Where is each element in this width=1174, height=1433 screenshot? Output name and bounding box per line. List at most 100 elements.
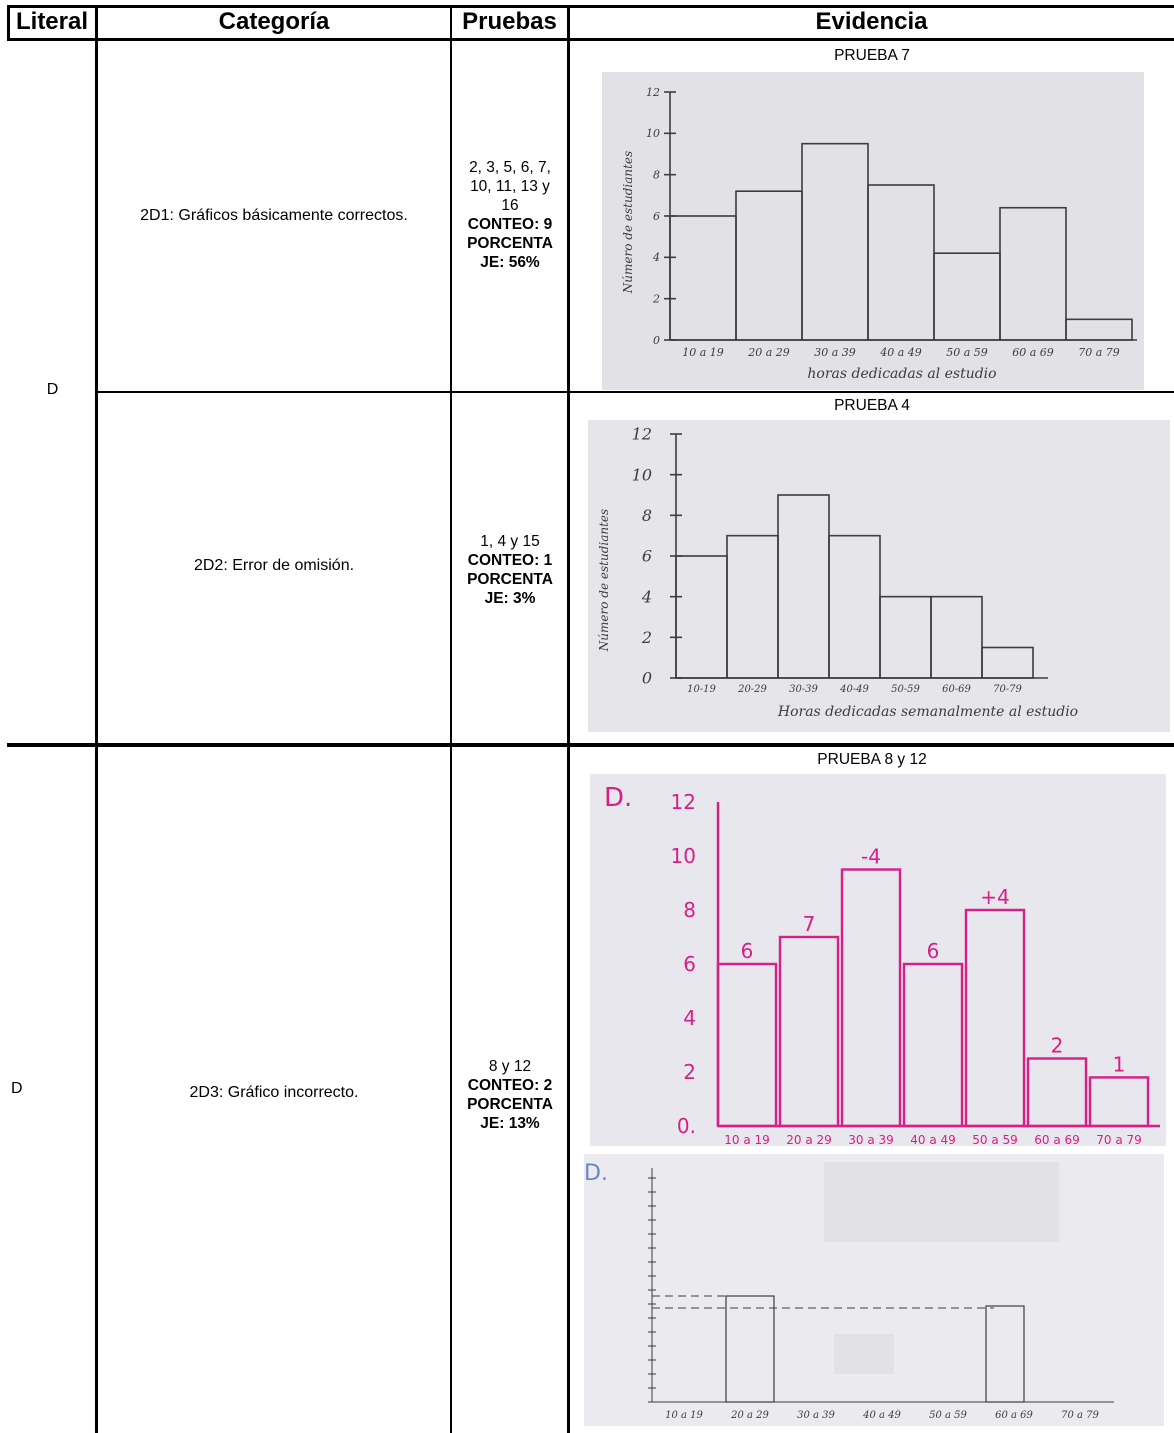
x-tick-label: 20 a 29: [786, 1133, 832, 1146]
y-tick-label: 2: [641, 628, 652, 647]
y-tick-label: 10: [671, 844, 696, 868]
evidence-title-row2: PRUEBA 4: [834, 397, 910, 414]
y-tick-label: 0.: [677, 1114, 696, 1138]
histogram-bar: [675, 555, 728, 679]
group-divider: [7, 743, 1174, 747]
evidence-photo-prueba-7: 0 2 4 6 8 10 12 10 a 19 20 a 29 30 a 39 40 a 49 50…: [602, 72, 1144, 390]
histogram-bar: [879, 595, 932, 679]
header-pruebas: Pruebas: [462, 8, 557, 35]
header-categoria: Categoría: [218, 8, 330, 35]
x-tick-label: 10 a 19: [665, 1410, 703, 1421]
y-tick-label: 4: [652, 251, 660, 264]
x-tick-label: 10 a 19: [724, 1133, 770, 1146]
evidence-title-row3: PRUEBA 8 y 12: [817, 751, 927, 768]
histogram-bar: [840, 868, 902, 1128]
x-tick-label: 20 a 29: [747, 346, 790, 359]
conteo: CONTEO: 9: [467, 216, 553, 233]
histogram-bar: [828, 534, 881, 679]
histogram-bar: [933, 252, 1001, 341]
y-tick-label: 8: [642, 506, 652, 525]
x-tick-label: 20 a 29: [730, 1410, 769, 1421]
y-tick-label: 2: [652, 293, 660, 306]
x-tick-label: 30 a 39: [814, 346, 856, 359]
x-tick-label: 10 a 19: [682, 346, 724, 359]
bar-annotation: 2: [1051, 1034, 1064, 1058]
histogram-bar: [735, 190, 803, 341]
categoria-row2: 2D2: Error de omisión.: [193, 557, 355, 574]
porcentaje-line-a: PORCENTA: [467, 571, 553, 588]
x-tick-label: 30 a 39: [797, 1410, 835, 1421]
pruebas-list-line: 16: [501, 197, 519, 214]
y-tick-label: 10: [632, 465, 652, 484]
y-tick-label: 6: [642, 547, 652, 566]
literal-cell-group1: D: [46, 381, 59, 398]
col-divider-2: [450, 5, 452, 1433]
conteo: CONTEO: 2: [467, 1077, 553, 1094]
histogram-bar: [801, 142, 869, 341]
y-tick-label: 6: [653, 210, 660, 223]
x-tick-label: 30 a 39: [848, 1133, 894, 1146]
header-bottom-border: [7, 38, 1174, 41]
x-tick-label: 70-79: [993, 684, 1022, 695]
histogram-bar: [930, 595, 983, 679]
x-tick-label: 40 a 49: [879, 346, 922, 359]
histogram-bar: [669, 215, 737, 341]
x-tick-label: 50 a 59: [946, 346, 988, 359]
evidence-title-row1: PRUEBA 7: [834, 47, 910, 64]
pruebas-list-line: 2, 3, 5, 6, 7,: [469, 159, 551, 176]
bar-annotation: -4: [861, 845, 881, 869]
bar-annotation: 6: [741, 939, 754, 963]
photo2-xlabel: Horas dedicadas semanalmente al estudio: [777, 704, 1078, 720]
bar-annotation: 6: [927, 939, 940, 963]
histogram-bar: [1026, 1057, 1088, 1128]
pruebas-list-line: 1, 4 y 15: [480, 533, 540, 550]
histogram-bar: [1088, 1076, 1150, 1128]
y-tick-label: 12: [632, 425, 652, 444]
evidence-photo-prueba-4: 0 2 4 6 8 10 12 10-19 20-29 30-39 40-49 50-59 60-69…: [588, 420, 1170, 732]
histogram-bar: [902, 962, 964, 1128]
categoria-row1: 2D1: Gráficos básicamente correctos.: [140, 207, 408, 224]
porcentaje-line-a: PORCENTA: [467, 1096, 553, 1113]
porcentaje-line-b: JE: 56%: [480, 254, 540, 271]
porcentaje-line-b: JE: 3%: [484, 590, 536, 607]
photo1-ylabel: Número de estudiantes: [621, 151, 635, 294]
photo2-ylabel: Número de estudiantes: [597, 509, 611, 652]
header-evidencia: Evidencia: [815, 8, 928, 35]
y-tick-label: 8: [653, 169, 660, 182]
histogram-bar: [778, 935, 840, 1128]
x-tick-label: 70 a 79: [1078, 346, 1120, 359]
x-tick-label: 10-19: [687, 684, 716, 695]
x-tick-label: 50 a 59: [972, 1133, 1018, 1146]
histogram-bar: [1065, 318, 1133, 341]
categoria-row3: 2D3: Gráfico incorrecto.: [189, 1084, 359, 1101]
table-top-border: [7, 5, 1174, 8]
x-tick-label: 60 a 69: [1034, 1133, 1080, 1146]
y-tick-label: 8: [683, 898, 696, 922]
histogram-bar: [777, 494, 830, 679]
pruebas-row1: 2, 3, 5, 6, 7, 10, 11, 13 y 16 CONTEO: 9…: [452, 140, 568, 290]
y-tick-label: 2: [683, 1060, 696, 1084]
photo1-xlabel: horas dedicadas al estudio: [807, 366, 996, 382]
photo4-corner-label: D.: [584, 1161, 608, 1186]
bar-annotation: 7: [803, 912, 816, 936]
evidence-photo-prueba-12: D. 10 a 19 20 a 29 30 a 39 40 a 49 50 a 59 60…: [584, 1154, 1164, 1426]
conteo: CONTEO: 1: [467, 552, 553, 569]
y-tick-label: 6: [683, 952, 696, 976]
pruebas-list-line: 10, 11, 13 y: [470, 178, 550, 195]
literal-cell-group2: D: [11, 1080, 23, 1097]
x-tick-label: 70 a 79: [1096, 1133, 1142, 1146]
col-divider-1: [95, 5, 98, 1433]
pruebas-list-line: 8 y 12: [488, 1058, 532, 1075]
y-tick-label: 0: [653, 334, 660, 347]
bar-annotation: +4: [980, 885, 1009, 909]
histogram-bar: [726, 534, 779, 679]
header-literal: Literal: [15, 8, 89, 35]
pruebas-row3: 8 y 12 CONTEO: 2 PORCENTA JE: 13%: [452, 1040, 568, 1150]
x-tick-label: 40 a 49: [910, 1133, 956, 1146]
y-tick-label: 4: [683, 1006, 696, 1030]
histogram-bar: [867, 184, 935, 341]
porcentaje-line-b: JE: 13%: [480, 1115, 540, 1132]
pruebas-row2: 1, 4 y 15 CONTEO: 1 PORCENTA JE: 3%: [452, 515, 568, 625]
histogram-bar: [981, 646, 1034, 679]
y-tick-label: 12: [646, 86, 660, 99]
